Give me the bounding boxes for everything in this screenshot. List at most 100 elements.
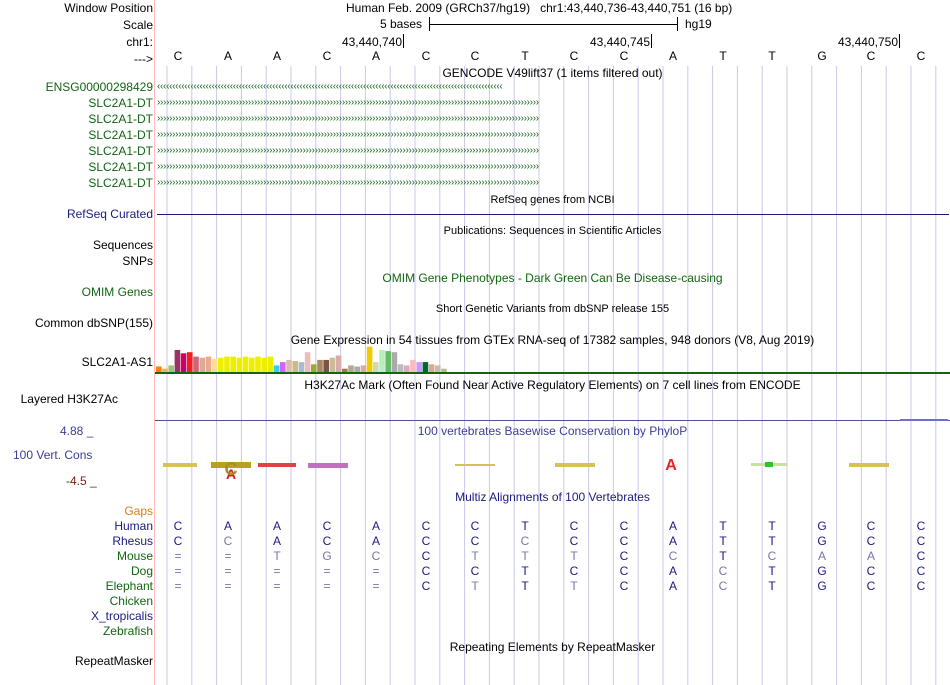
gtex-tissue-bar[interactable] (230, 356, 236, 372)
gtex-tissue-bar[interactable] (211, 358, 218, 372)
gtex-tissue-bar[interactable] (416, 362, 422, 372)
gtex-tissue-bar[interactable] (391, 352, 398, 372)
dbsnp-track-label[interactable]: Common dbSNP(155) (34, 316, 153, 330)
gtex-tissue-bar[interactable] (373, 362, 379, 372)
gencode-item-label[interactable]: SLC2A1-DT (88, 176, 153, 190)
gtex-tissue-bar[interactable] (267, 356, 274, 372)
gtex-tissue-bar[interactable] (422, 362, 429, 372)
gencode-item-label[interactable]: ENSG00000298429 (45, 80, 153, 94)
phylop-logo[interactable]: A C A (155, 455, 950, 485)
gtex-tissue-bar[interactable] (249, 357, 255, 372)
gencode-item-arrows[interactable]: ››››››››››››››››››››››››››››››››››››››››… (157, 113, 539, 124)
multiz-base: C (718, 579, 728, 593)
gtex-tissue-bar[interactable] (379, 350, 385, 372)
gencode-item-arrows[interactable]: ››››››››››››››››››››››››››››››››››››››››… (157, 145, 539, 156)
gtex-tissue-bar[interactable] (428, 364, 435, 372)
omim-track-label[interactable]: OMIM Genes (81, 285, 153, 299)
multiz-species-label[interactable]: Elephant (105, 579, 153, 593)
dbsnp-track-title[interactable]: Short Genetic Variants from dbSNP releas… (435, 303, 670, 315)
multiz-species-label[interactable]: Zebrafish (102, 624, 153, 638)
gtex-tissue-bar[interactable] (193, 356, 199, 372)
gencode-item-arrows[interactable]: ››››››››››››››››››››››››››››››››››››››››… (157, 97, 539, 108)
gtex-tissue-bar[interactable] (280, 362, 286, 372)
publications-track-title[interactable]: Publications: Sequences in Scientific Ar… (443, 225, 662, 237)
multiz-track-title[interactable]: Multiz Alignments of 100 Vertebrates (455, 490, 650, 504)
gtex-tissue-bar[interactable] (397, 364, 404, 372)
gtex-tissue-bar[interactable] (323, 359, 329, 372)
gtex-tissue-bar[interactable] (342, 368, 348, 372)
gtex-tissue-bar[interactable] (168, 365, 174, 372)
gtex-tissue-bar[interactable] (187, 352, 193, 372)
gtex-tissue-bar[interactable] (162, 368, 168, 372)
repeatmasker-track-label[interactable]: RepeatMasker (74, 654, 153, 668)
multiz-base: T (273, 549, 281, 563)
multiz-base: C (619, 579, 629, 593)
publications-track-label[interactable]: Sequences (92, 238, 153, 252)
gtex-tissue-bar[interactable] (286, 359, 292, 372)
gtex-tissue-bar[interactable] (304, 352, 311, 372)
gtex-tissue-bar[interactable] (435, 365, 441, 372)
h3k27ac-track-label[interactable]: Layered H3K27Ac (20, 392, 118, 406)
gtex-track-title[interactable]: Gene Expression in 54 tissues from GTEx … (290, 333, 815, 347)
gencode-item-arrows[interactable]: ››››››››››››››››››››››››››››››››››››››››… (157, 177, 539, 188)
gtex-tissue-bar[interactable] (236, 357, 243, 372)
gtex-tissue-bar[interactable] (441, 368, 447, 372)
gtex-tissue-bar[interactable] (205, 356, 212, 372)
refseq-track-label[interactable]: RefSeq Curated (66, 207, 153, 221)
phylop-track-label[interactable]: 100 Vert. Cons (13, 448, 93, 462)
gtex-tissue-bar[interactable] (224, 356, 230, 372)
gencode-item-label[interactable]: SLC2A1-DT (88, 160, 153, 174)
gtex-tissue-bar[interactable] (360, 365, 367, 372)
gtex-tissue-bar[interactable] (404, 365, 410, 372)
h3k27ac-track-title[interactable]: H3K27Ac Mark (Often Found Near Active Re… (304, 378, 801, 392)
gencode-item-label[interactable]: SLC2A1-DT (88, 112, 153, 126)
gtex-tissue-bar[interactable] (174, 350, 181, 372)
phylop-track-title[interactable]: 100 vertebrates Basewise Conservation by… (417, 424, 688, 438)
repeatmasker-track-title[interactable]: Repeating Elements by RepeatMasker (449, 640, 656, 654)
gtex-tissue-bar[interactable] (273, 365, 280, 372)
gtex-tissue-bar[interactable] (261, 357, 267, 372)
multiz-gaps-label[interactable]: Gaps (124, 504, 153, 518)
phylop-mark (849, 463, 889, 467)
gtex-tissue-bar[interactable] (242, 356, 249, 372)
refseq-track-title[interactable]: RefSeq genes from NCBI (490, 194, 615, 206)
gtex-tissue-bar[interactable] (292, 361, 298, 372)
gtex-tissue-bar[interactable] (348, 365, 354, 372)
gencode-item-arrows[interactable]: ››››››››››››››››››››››››››››››››››››››››… (157, 161, 539, 172)
snps-track-label[interactable]: SNPs (122, 254, 153, 268)
gtex-tissue-bar[interactable] (354, 366, 360, 373)
gtex-tissue-bar[interactable] (385, 351, 391, 372)
gtex-tissue-bar[interactable] (311, 364, 317, 372)
gencode-track-title[interactable]: GENCODE V49lift37 (1 items filtered out) (442, 66, 663, 80)
gtex-tissue-bar[interactable] (255, 356, 261, 372)
gtex-tissue-bar[interactable] (410, 359, 416, 372)
gtex-tissue-bar[interactable] (199, 357, 205, 372)
gencode-item-label[interactable]: SLC2A1-DT (88, 144, 153, 158)
gtex-tissue-bar[interactable] (329, 357, 336, 372)
gencode-item-label[interactable]: SLC2A1-DT (88, 128, 153, 142)
multiz-base: = (174, 549, 182, 563)
refseq-feature-line[interactable] (157, 214, 949, 215)
gtex-tissue-bar[interactable] (335, 355, 342, 373)
multiz-species-label[interactable]: Mouse (116, 549, 153, 563)
multiz-base: C (421, 564, 431, 578)
gtex-track-label[interactable]: SLC2A1-AS1 (81, 355, 153, 369)
gtex-tissue-bar[interactable] (298, 362, 305, 372)
multiz-species-label[interactable]: Rhesus (112, 534, 153, 548)
gtex-tissue-bar[interactable] (218, 357, 224, 372)
gtex-tissue-bar[interactable] (366, 346, 373, 372)
gencode-item-label[interactable]: SLC2A1-DT (88, 96, 153, 110)
gtex-tissue-bar[interactable] (317, 359, 323, 372)
multiz-species-label[interactable]: Human (114, 519, 153, 533)
gtex-tissue-bar[interactable] (180, 353, 187, 372)
multiz-species-label[interactable]: Chicken (109, 594, 153, 608)
multiz-species-label[interactable]: Dog (130, 564, 153, 578)
gencode-item-arrows[interactable]: ››››››››››››››››››››››››››››››››››››››››… (157, 129, 539, 140)
multiz-species-label[interactable]: X_tropicalis (90, 609, 153, 623)
gencode-item-arrows[interactable]: ‹‹‹‹‹‹‹‹‹‹‹‹‹‹‹‹‹‹‹‹‹‹‹‹‹‹‹‹‹‹‹‹‹‹‹‹‹‹‹‹… (157, 81, 503, 92)
gtex-bar-chart[interactable] (155, 346, 950, 374)
omim-track-title[interactable]: OMIM Gene Phenotypes - Dark Green Can Be… (382, 271, 723, 285)
gtex-tissue-bar[interactable] (156, 366, 162, 373)
multiz-base: C (866, 519, 876, 533)
h3k27ac-signal-bar (900, 419, 948, 421)
